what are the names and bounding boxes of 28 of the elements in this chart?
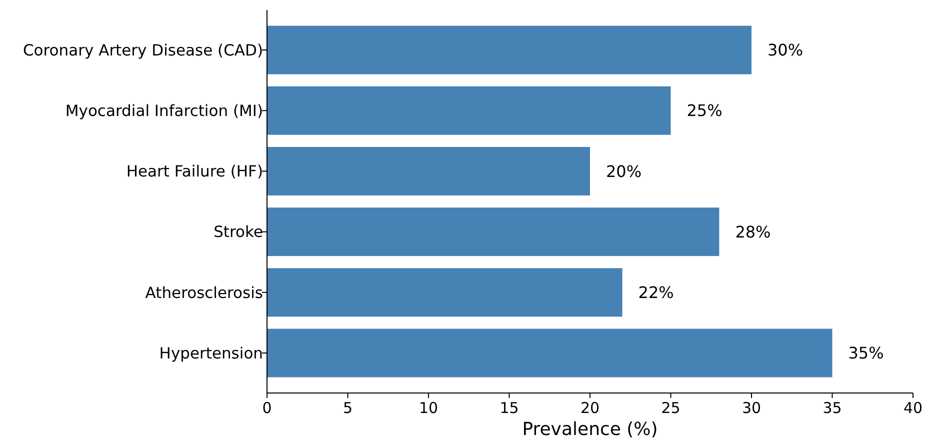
x-tick-label: 35 bbox=[822, 399, 842, 417]
data-label: 20% bbox=[606, 162, 642, 181]
y-tick-label: Atherosclerosis bbox=[145, 284, 263, 302]
y-tick-label: Coronary Artery Disease (CAD) bbox=[22, 41, 263, 60]
x-tick-label: 40 bbox=[903, 399, 923, 417]
x-tick-label: 10 bbox=[418, 399, 438, 417]
x-tick-label: 25 bbox=[661, 399, 680, 417]
x-tick-label: 30 bbox=[742, 399, 762, 417]
y-tick-label: Stroke bbox=[214, 223, 263, 242]
y-tick-label: Myocardial Infarction (MI) bbox=[65, 102, 263, 120]
bar bbox=[267, 208, 720, 256]
y-tick-label: Hypertension bbox=[159, 344, 263, 362]
x-tick-label: 5 bbox=[342, 399, 353, 417]
x-tick-label: 15 bbox=[500, 399, 519, 417]
data-label: 22% bbox=[638, 283, 674, 302]
x-tick-label: 0 bbox=[262, 399, 272, 417]
bar bbox=[267, 86, 671, 135]
bar bbox=[267, 146, 590, 196]
y-tick-label: Heart Failure (HF) bbox=[126, 162, 263, 181]
data-label: 28% bbox=[735, 222, 771, 242]
x-tick-label: 20 bbox=[580, 399, 600, 417]
data-label: 30% bbox=[768, 40, 804, 60]
data-label: 25% bbox=[686, 101, 722, 120]
bar bbox=[267, 26, 752, 74]
bar bbox=[267, 268, 622, 317]
x-axis-title: Prevalence (%) bbox=[522, 419, 658, 440]
data-label: 35% bbox=[848, 344, 884, 363]
bar bbox=[267, 328, 832, 378]
